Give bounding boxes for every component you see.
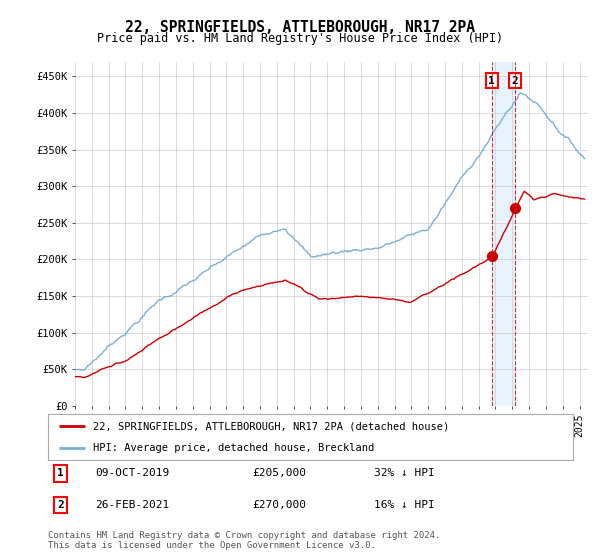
Text: Contains HM Land Registry data © Crown copyright and database right 2024.
This d: Contains HM Land Registry data © Crown c…: [48, 531, 440, 550]
Text: 22, SPRINGFIELDS, ATTLEBOROUGH, NR17 2PA: 22, SPRINGFIELDS, ATTLEBOROUGH, NR17 2PA: [125, 20, 475, 35]
Text: HPI: Average price, detached house, Breckland: HPI: Average price, detached house, Brec…: [92, 443, 374, 453]
Text: £205,000: £205,000: [253, 468, 307, 478]
Text: 32% ↓ HPI: 32% ↓ HPI: [373, 468, 434, 478]
Bar: [492, 62, 515, 406]
Text: 1: 1: [58, 468, 64, 478]
Text: 22, SPRINGFIELDS, ATTLEBOROUGH, NR17 2PA (detached house): 22, SPRINGFIELDS, ATTLEBOROUGH, NR17 2PA…: [92, 421, 449, 431]
Text: 26-FEB-2021: 26-FEB-2021: [95, 500, 170, 510]
Text: 2: 2: [58, 500, 64, 510]
Text: 1: 1: [488, 76, 495, 86]
Text: £270,000: £270,000: [253, 500, 307, 510]
Text: Price paid vs. HM Land Registry's House Price Index (HPI): Price paid vs. HM Land Registry's House …: [97, 32, 503, 45]
Text: 16% ↓ HPI: 16% ↓ HPI: [373, 500, 434, 510]
Text: 2: 2: [511, 76, 518, 86]
Text: 09-OCT-2019: 09-OCT-2019: [95, 468, 170, 478]
